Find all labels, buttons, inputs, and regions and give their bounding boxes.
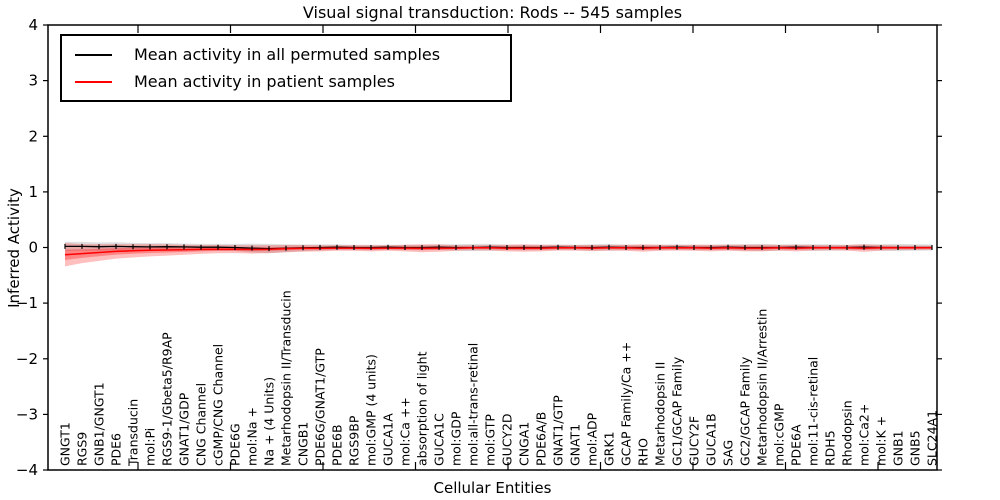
category-label: RDH5: [823, 430, 838, 466]
category-label: GCAP Family/Ca ++: [619, 342, 634, 466]
legend-line-permuted-swatch: [75, 53, 112, 56]
category-label: mol:ADP: [585, 412, 600, 466]
category-label: cGMP/CNG Channel: [211, 344, 226, 466]
y-tick-label: 1: [28, 183, 38, 201]
y-tick-label: −3: [16, 405, 38, 423]
y-tick-label: −4: [16, 461, 38, 479]
x-axis-label: Cellular Entities: [433, 479, 552, 497]
category-label: Transducin: [126, 399, 141, 467]
legend-entry-permuted: Mean activity in all permuted samples: [75, 41, 510, 68]
category-label: mol:Pi: [143, 428, 158, 466]
legend-label-patient: Mean activity in patient samples: [134, 72, 395, 91]
category-label: Metarhodopsin II/Arrestin: [755, 309, 770, 466]
category-label: RGS9: [75, 432, 90, 466]
category-label: RGS9-1/Gbeta5/R9AP: [160, 332, 175, 466]
category-label: mol:Ca ++: [398, 397, 413, 466]
category-label: GNGT1: [58, 422, 73, 466]
category-label: mol:GMP (4 units): [364, 354, 379, 466]
y-tick-label: −1: [16, 294, 38, 312]
category-label: RGS9BP: [347, 415, 362, 466]
y-axis-label: Inferred Activity: [5, 188, 23, 308]
category-label: GNB1/GNGT1: [92, 382, 107, 466]
category-label: mol:GTP: [483, 414, 498, 466]
category-label: GUCY2D: [500, 413, 515, 466]
y-tick-label: 3: [28, 72, 38, 90]
category-label: mol:cGMP: [772, 403, 787, 466]
y-tick-label: 0: [28, 239, 38, 257]
category-label: GNB1: [891, 430, 906, 466]
category-label: mol:11-cis-retinal: [806, 357, 821, 466]
category-label: GUCA1A: [381, 413, 396, 466]
category-label: mol:Na +: [245, 407, 260, 466]
category-label: PDE6A: [789, 424, 804, 466]
category-label: Rhodopsin: [840, 400, 855, 466]
category-label: mol:GDP: [449, 411, 464, 466]
y-tick-label: 4: [28, 16, 38, 34]
y-tick-label: 2: [28, 127, 38, 145]
category-label: GNAT1: [568, 424, 583, 466]
category-label: mol:K +: [874, 416, 889, 466]
category-label: PDE6G/GNAT1/GTP: [313, 348, 328, 466]
category-label: GNAT1/GTP: [551, 395, 566, 466]
category-label: GUCY2F: [687, 416, 702, 466]
category-label: mol:Ca2+: [857, 404, 872, 466]
category-label: CNG Channel: [194, 383, 209, 466]
category-label: GC2/GCAP Family: [738, 356, 753, 466]
category-label: CNGB1: [296, 422, 311, 466]
category-label: SAG: [721, 440, 736, 466]
category-label: RHO: [636, 438, 651, 466]
permuted-point-markers: [64, 243, 933, 252]
category-label: SLC24A1: [925, 410, 940, 466]
y-tick-label: −2: [16, 350, 38, 368]
category-label: PDE6B: [330, 424, 345, 466]
legend-label-permuted: Mean activity in all permuted samples: [134, 45, 441, 64]
legend-entry-patient: Mean activity in patient samples: [75, 68, 510, 95]
category-label: GRK1: [602, 431, 617, 466]
category-label: GUCA1B: [704, 413, 719, 466]
legend-line-patient-swatch: [75, 80, 112, 83]
category-label: CNGA1: [517, 422, 532, 466]
category-label: PDE6G: [228, 423, 243, 466]
category-label: GUCA1C: [432, 413, 447, 466]
category-label: PDE6: [109, 433, 124, 466]
category-label: Metarhodopsin II/Transducin: [279, 290, 294, 466]
category-label: GNAT1/GDP: [177, 392, 192, 466]
category-label: GC1/GCAP Family: [670, 356, 685, 466]
category-label: mol:all-trans-retinal: [466, 343, 481, 466]
category-label: GNB5: [908, 430, 923, 466]
category-label: Na + (4 Units): [262, 377, 277, 466]
patient-mean-line: [64, 247, 932, 256]
patient-band-inner: [65, 246, 932, 260]
legend: Mean activity in all permuted samples Me…: [60, 34, 512, 102]
category-label: absorption of light: [415, 351, 430, 466]
plot-title: Visual signal transduction: Rods -- 545 …: [302, 3, 683, 22]
category-label: Metarhodopsin II: [653, 362, 668, 466]
category-label: PDE6A/B: [534, 412, 549, 466]
